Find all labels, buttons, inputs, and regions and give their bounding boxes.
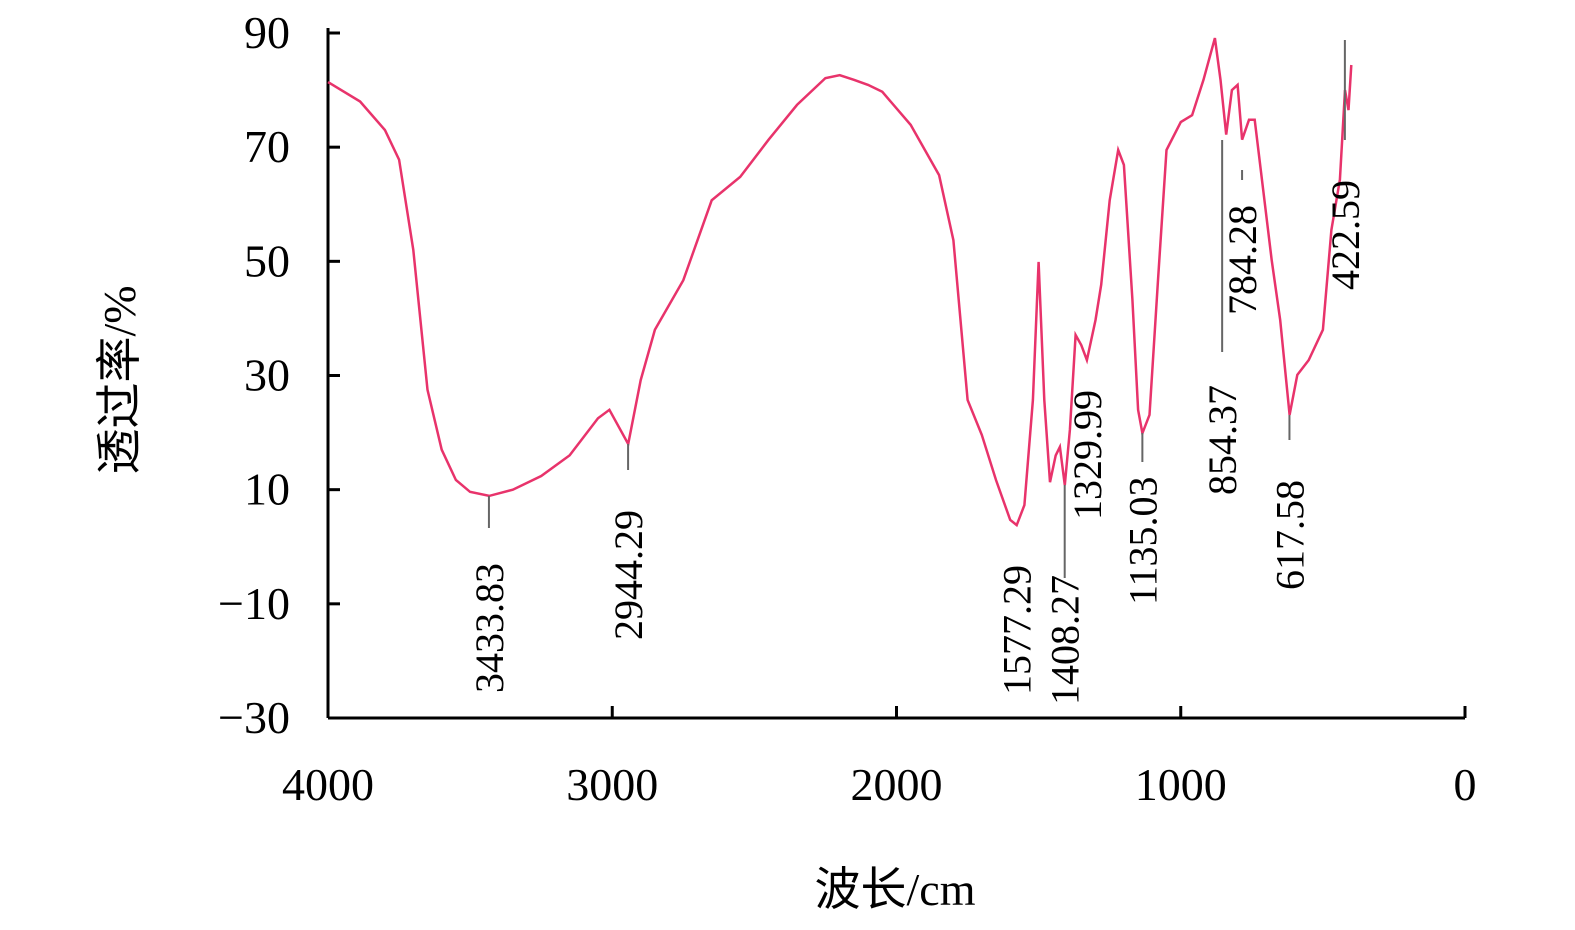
x-tick-label: 4000 — [282, 759, 374, 810]
peak-label: 422.59 — [1323, 180, 1368, 290]
peak-label: 784.28 — [1220, 205, 1265, 315]
peak-label: 617.58 — [1267, 480, 1312, 590]
peak-label: 1408.27 — [1043, 575, 1088, 705]
peak-label: 1577.29 — [995, 565, 1040, 695]
peak-label: 854.37 — [1200, 385, 1245, 495]
x-tick-label: 1000 — [1135, 759, 1227, 810]
y-tick-label: 10 — [244, 464, 290, 515]
x-axis-label: 波长/cm — [815, 864, 976, 915]
y-tick-label: 90 — [244, 7, 290, 58]
y-tick-label: −10 — [218, 578, 290, 629]
peak-label: 1329.99 — [1065, 390, 1110, 520]
x-tick-label: 3000 — [566, 759, 658, 810]
y-tick-label: 70 — [244, 121, 290, 172]
y-tick-label: −30 — [218, 692, 290, 743]
y-axis-label: 透过率/% — [94, 285, 145, 474]
y-tick-label: 50 — [244, 235, 290, 286]
x-tick-label: 2000 — [851, 759, 943, 810]
y-tick-label: 30 — [244, 350, 290, 401]
peak-label: 3433.83 — [467, 563, 512, 693]
x-tick-label: 0 — [1454, 759, 1477, 810]
peak-label: 2944.29 — [606, 510, 651, 640]
spectrum-line — [327, 37, 1353, 528]
peak-label: 1135.03 — [1120, 476, 1165, 605]
